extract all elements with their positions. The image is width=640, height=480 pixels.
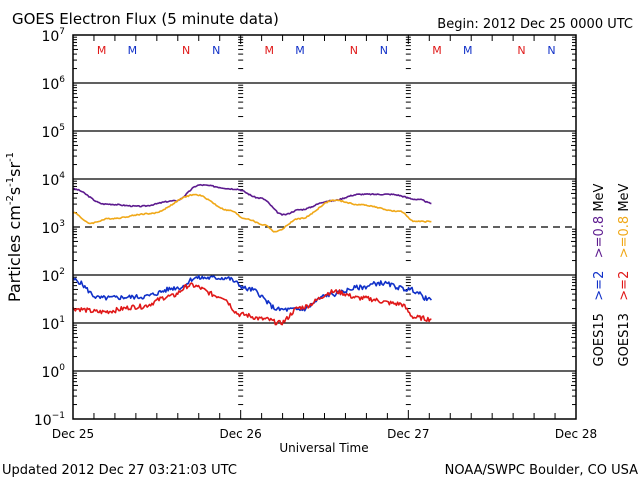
y-axis-label: Particles cm-2s-1sr-1 <box>5 152 24 302</box>
legend-spacer <box>592 258 607 270</box>
y-tick-label: 104 <box>41 171 65 189</box>
x-tick-label: Dec 27 <box>387 427 429 441</box>
series-line-0 <box>72 183 432 216</box>
eclipse-marker: N <box>517 44 525 57</box>
y-tick-label: 100 <box>41 363 65 381</box>
y-tick-base: 10 <box>41 365 59 381</box>
legend-high-energy: >=2 <box>617 271 632 301</box>
plot-frame <box>72 34 577 420</box>
y-tick-base: 10 <box>41 77 59 93</box>
series-line-1 <box>72 193 432 233</box>
eclipse-marker: M <box>128 44 138 57</box>
eclipse-marker: M <box>432 44 442 57</box>
y-axis-label-main: Particles cm <box>5 205 24 302</box>
y-tick-label: 103 <box>41 219 65 237</box>
eclipse-marker: M <box>295 44 305 57</box>
eclipse-marker: N <box>380 44 388 57</box>
eclipse-marker: M <box>265 44 275 57</box>
y-tick-label: 101 <box>41 315 65 333</box>
y-tick-exponent: 6 <box>59 75 65 85</box>
y-tick-label: 106 <box>41 75 65 93</box>
y-tick-exponent: −1 <box>52 411 65 421</box>
x-tick-label: Dec 26 <box>220 427 262 441</box>
y-tick-label: 107 <box>41 27 65 45</box>
legend-column: GOES15 >=2 >=0.8 MeV <box>592 183 607 366</box>
y-tick-label: 102 <box>41 267 65 285</box>
x-axis-label: Universal Time <box>279 441 368 455</box>
y-axis-label-sr: sr <box>5 162 24 177</box>
legend-low-energy: >=0.8 <box>617 216 632 258</box>
series-line-2 <box>72 274 433 312</box>
eclipse-marker: N <box>350 44 358 57</box>
eclipse-marker: M <box>463 44 473 57</box>
series-line-3 <box>72 282 432 326</box>
y-tick-exponent: 5 <box>59 123 65 133</box>
updated-timestamp: Updated 2012 Dec 27 03:21:03 UTC <box>2 463 237 478</box>
chart-title: GOES Electron Flux (5 minute data) <box>12 10 279 28</box>
credit-label: NOAA/SWPC Boulder, CO USA <box>445 463 638 478</box>
y-tick-exponent: 7 <box>59 27 65 37</box>
y-tick-exponent: 1 <box>59 315 65 325</box>
y-axis-label-exp3: -1 <box>5 152 16 162</box>
y-tick-base: 10 <box>34 413 52 429</box>
y-tick-base: 10 <box>41 221 59 237</box>
y-tick-exponent: 0 <box>59 363 65 373</box>
y-axis-label-exp1: -2 <box>5 195 16 205</box>
eclipse-marker: N <box>212 44 220 57</box>
legend-high-energy: >=2 <box>592 271 607 301</box>
legend-low-energy: >=0.8 <box>592 216 607 258</box>
y-tick-exponent: 2 <box>59 267 65 277</box>
series-lines <box>72 183 433 326</box>
y-tick-base: 10 <box>41 317 59 333</box>
y-tick-exponent: 4 <box>59 171 65 181</box>
y-tick-base: 10 <box>41 29 59 45</box>
y-tick-base: 10 <box>41 173 59 189</box>
legend-satellite: GOES15 <box>592 313 607 366</box>
x-tick-label: Dec 25 <box>52 427 94 441</box>
y-tick-base: 10 <box>41 125 59 141</box>
legend-unit: MeV <box>617 183 632 215</box>
legend-unit: MeV <box>592 183 607 215</box>
y-axis-label-exp2: -1 <box>5 177 16 187</box>
x-tick-labels: Dec 25 Dec 26 Dec 27 Dec 28 <box>52 427 597 441</box>
y-axis-label-s: s <box>5 187 24 195</box>
x-tick-label: Dec 28 <box>555 427 597 441</box>
y-tick-label: 105 <box>41 123 65 141</box>
y-tick-base: 10 <box>41 269 59 285</box>
eclipse-marker: N <box>547 44 555 57</box>
begin-label: Begin: 2012 Dec 25 0000 UTC <box>437 17 633 32</box>
grid-lines <box>73 82 576 372</box>
legend-spacer <box>592 301 607 313</box>
legend-spacer <box>617 258 632 270</box>
legend-column: GOES13 >=2 >=0.8 MeV <box>617 183 632 366</box>
y-tick-label: 10−1 <box>34 411 65 429</box>
legend-spacer <box>617 301 632 313</box>
eclipse-marker: M <box>97 44 107 57</box>
y-tick-exponent: 3 <box>59 219 65 229</box>
legend-satellite: GOES13 <box>617 313 632 366</box>
eclipse-marker: N <box>182 44 190 57</box>
